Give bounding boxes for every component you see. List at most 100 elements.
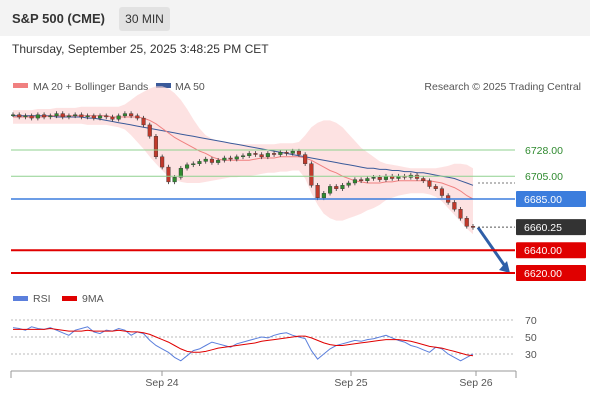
legend-ma50-swatch — [156, 83, 171, 88]
candle-body — [54, 113, 59, 117]
candle-body — [452, 202, 457, 210]
timeframe-button[interactable]: 30 MIN — [119, 7, 170, 31]
candle-body — [10, 114, 16, 116]
candle-body — [352, 179, 358, 184]
candle-body — [278, 152, 283, 155]
legend-rsi-swatch — [13, 296, 28, 301]
legend-ma20: MA 20 + Bollinger Bands — [33, 81, 148, 93]
candle-body — [104, 115, 109, 118]
candle-body — [79, 114, 84, 118]
legend-ma20-swatch — [13, 83, 28, 88]
ma50-line — [13, 115, 474, 186]
candle-body — [334, 186, 339, 189]
candle-body — [471, 226, 476, 228]
candle-body — [321, 193, 326, 199]
candle-body — [85, 115, 90, 118]
candle-body — [309, 163, 314, 186]
candle-body — [247, 153, 252, 156]
x-tick-label: Sep 24 — [145, 377, 178, 389]
candle-body — [209, 158, 215, 163]
candle-body — [427, 180, 432, 187]
candle-body — [17, 114, 22, 118]
candle-body — [141, 117, 146, 126]
x-tick-label: Sep 25 — [334, 377, 367, 389]
candle-body — [315, 185, 320, 199]
candle-body — [110, 116, 115, 120]
rsi-level-label-70: 70 — [525, 315, 537, 327]
candle-body — [433, 186, 438, 189]
candle-body — [160, 156, 165, 168]
candle-body — [340, 185, 345, 189]
candle-body — [421, 178, 426, 181]
candle-body — [135, 115, 140, 119]
timestamp: Thursday, September 25, 2025 3:48:25 PM … — [12, 42, 269, 56]
rsi-ma9-line — [13, 327, 474, 357]
projection-arrow-head — [499, 261, 510, 273]
candle-body — [122, 113, 127, 117]
candle-body — [265, 153, 270, 157]
candle-body — [216, 160, 221, 163]
level-label-6728.00: 6728.00 — [525, 145, 563, 157]
candle-body — [272, 153, 277, 155]
candle-body — [383, 175, 389, 180]
symbol-title: S&P 500 (CME) — [12, 11, 105, 26]
candle-body — [191, 163, 196, 165]
candle-body — [35, 114, 40, 119]
candle-body — [359, 179, 364, 181]
candle-body — [178, 167, 183, 178]
candle-body — [91, 115, 96, 119]
legend-rsi: RSI — [33, 293, 51, 305]
rsi-line — [12, 326, 474, 362]
candle-body — [29, 115, 34, 119]
candle-body — [365, 178, 370, 181]
legend-ma9-swatch — [62, 296, 77, 301]
candle-body — [371, 177, 376, 179]
candle-body — [377, 177, 382, 180]
candle-body — [66, 115, 71, 118]
price-panel — [10, 86, 510, 273]
level-label-6685.00: 6685.00 — [524, 194, 562, 206]
candle-body — [296, 150, 302, 155]
candle-body — [253, 153, 258, 155]
candle-body — [42, 114, 47, 118]
candle-body — [284, 152, 289, 154]
chart-header: S&P 500 (CME) 30 MIN — [0, 0, 590, 36]
rsi-panel: 70 50 30 — [11, 315, 537, 362]
candle-body — [116, 115, 121, 120]
candle-body — [129, 113, 134, 117]
level-box-6685.00 — [516, 190, 586, 207]
price-levels: 6728.00 6705.00 6685.00 6660.25 6640.00 6620.… — [11, 145, 586, 281]
rsi-level-label-30: 30 — [525, 349, 537, 361]
candle-body — [203, 158, 208, 162]
rsi-level-label-50: 50 — [525, 332, 537, 344]
candle-body — [60, 113, 65, 118]
legend-ma9: 9MA — [82, 293, 104, 305]
level-label-6640.00: 6640.00 — [524, 245, 562, 257]
candle-body — [240, 155, 246, 157]
candle-body — [415, 174, 420, 179]
candle-body — [153, 136, 159, 158]
candle-body — [228, 157, 233, 160]
candle-body — [48, 115, 53, 118]
legend-ma50: MA 50 — [175, 81, 205, 93]
level-box-6640.00 — [516, 242, 586, 259]
candle-body — [73, 114, 78, 116]
level-label-6620.00: 6620.00 — [524, 268, 562, 280]
candle-body — [222, 157, 227, 161]
candle-body — [303, 154, 308, 164]
candle-body — [184, 164, 190, 169]
candle-body — [97, 115, 103, 119]
x-axis-ticks: Sep 24 Sep 25 Sep 26 — [145, 371, 493, 389]
level-box-6660.25 — [516, 219, 586, 236]
candle-body — [439, 188, 445, 196]
source-credit: Research © 2025 Trading Central — [424, 81, 581, 93]
level-box-6620.00 — [516, 265, 586, 281]
x-tick-label: Sep 26 — [459, 377, 492, 389]
candle-body — [458, 208, 463, 219]
candle-body — [147, 124, 152, 137]
candle-body — [197, 161, 202, 164]
candle-body — [290, 150, 295, 154]
level-label-6660.25: 6660.25 — [524, 222, 562, 234]
candle-body — [328, 186, 333, 194]
